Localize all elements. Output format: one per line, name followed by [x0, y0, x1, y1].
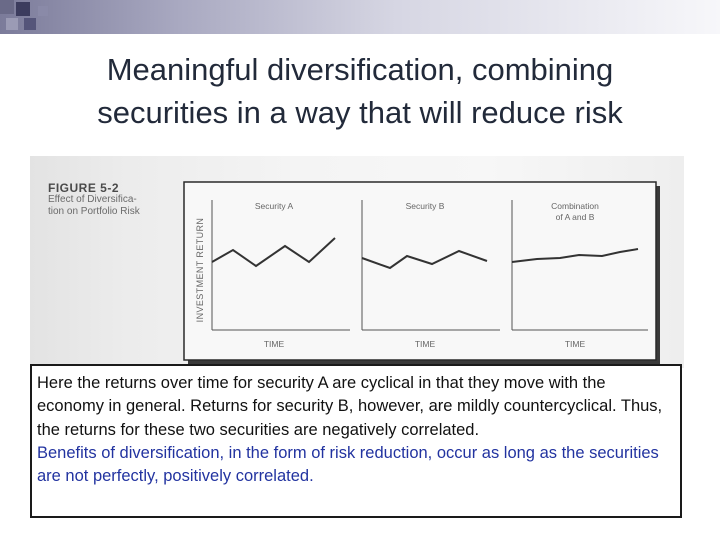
x-axis-label: TIME — [415, 339, 436, 349]
panel-title: of A and B — [556, 212, 595, 222]
explanation-paragraph: Here the returns over time for security … — [37, 374, 663, 439]
decorative-square — [38, 6, 48, 16]
title-decoration-band — [0, 0, 720, 34]
decorative-square — [0, 0, 14, 14]
panel-title: Security A — [255, 201, 294, 211]
figure-caption-line: tion on Portfolio Risk — [48, 206, 140, 217]
y-axis-label: INVESTMENT RETURN — [195, 218, 205, 323]
x-axis-label: TIME — [565, 339, 586, 349]
security-b-return-line — [361, 249, 488, 270]
panel-title: Combination — [551, 201, 599, 211]
panel-security-a: Security A TIME — [211, 200, 350, 349]
figure-caption: FIGURE 5-2 Effect of Diversifica- tion o… — [48, 182, 140, 218]
security-a-return-line — [211, 237, 336, 268]
panel-security-b: Security B TIME — [361, 200, 500, 349]
panel-combination: Combination of A and B TIME — [511, 200, 648, 349]
explanation-textbox: Here the returns over time for security … — [30, 364, 682, 518]
slide-title: Meaningful diversification, combining se… — [30, 48, 690, 134]
figure-number: FIGURE 5-2 — [48, 181, 120, 195]
slide-title-line: securities in a way that will reduce ris… — [97, 95, 623, 130]
panel-title: Security B — [406, 201, 445, 211]
combination-return-line — [511, 248, 639, 263]
x-axis-label: TIME — [264, 339, 285, 349]
slide-title-line: Meaningful diversification, combining — [106, 52, 614, 87]
decorative-square — [24, 18, 36, 30]
decorative-square — [16, 2, 30, 16]
diversification-benefit-paragraph: Benefits of diversification, in the form… — [37, 443, 659, 486]
decorative-square — [6, 18, 18, 30]
figure-caption-line: Effect of Diversifica- — [48, 194, 137, 205]
